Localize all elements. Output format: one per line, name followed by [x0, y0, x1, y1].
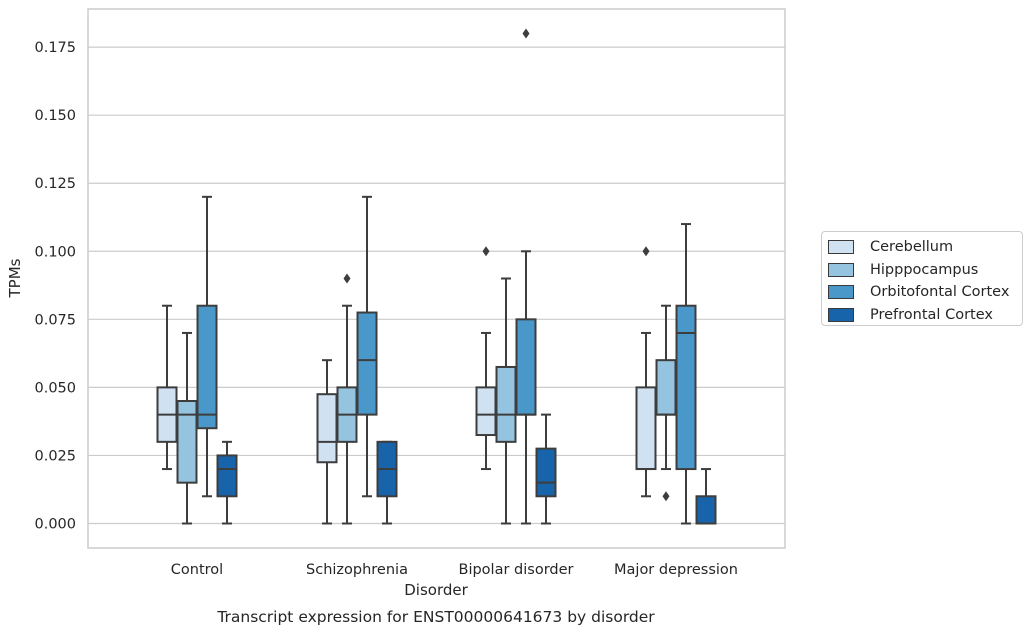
box: [495, 277, 517, 525]
box-iqr: [655, 359, 677, 416]
y-tick-label: 0.050: [34, 380, 76, 396]
box-iqr: [495, 365, 517, 443]
y-tick-label: 0.100: [34, 244, 76, 260]
y-tick-labels: 0.000 0.025 0.050 0.075 0.100 0.125 0.150 0.175: [34, 40, 76, 532]
y-tick-label: 0.125: [34, 176, 76, 192]
legend-swatch: [828, 307, 854, 322]
box-iqr: [695, 495, 717, 525]
legend-label: Cerebellum: [870, 239, 954, 256]
legend-item: Prefrontal Cortex: [828, 304, 1022, 327]
box: [535, 413, 557, 525]
box-iqr: [675, 304, 697, 471]
outlier-point: [662, 491, 670, 502]
x-tick-label: Major depression: [614, 562, 738, 578]
legend-label: Hipppocampus: [870, 261, 979, 278]
outlier-point: [522, 28, 530, 39]
box: [475, 246, 497, 471]
box: [635, 246, 657, 498]
outlier-point: [482, 246, 490, 257]
box: [196, 195, 218, 498]
box-iqr: [216, 454, 238, 498]
legend-item: Hipppocampus: [828, 259, 1022, 282]
box: [156, 304, 178, 471]
box-series-layer: [156, 28, 717, 525]
box: [176, 331, 198, 525]
box: [216, 440, 238, 525]
series-cerebellum: [156, 246, 657, 525]
x-axis-label: Disorder: [404, 581, 468, 599]
box-iqr: [515, 318, 537, 416]
outlier-point: [642, 246, 650, 257]
legend: Cerebellum Hipppocampus Orbitofontal Corte…: [821, 231, 1023, 326]
series-prefrontal-cortex: [216, 413, 717, 525]
box: [336, 273, 358, 525]
box-iqr: [535, 447, 557, 498]
box-iqr: [196, 304, 218, 430]
x-tick-labels: Control Schizophrenia Bipolar disorder Majo…: [171, 562, 738, 578]
box: [316, 359, 338, 525]
legend-item: Orbitofontal Cortex: [828, 281, 1022, 304]
legend-label: Prefrontal Cortex: [870, 306, 993, 323]
box: [695, 468, 717, 525]
x-tick-label: Control: [171, 562, 223, 578]
box: [376, 440, 398, 525]
outlier-point: [343, 273, 351, 284]
box: [515, 28, 537, 525]
y-tick-label: 0.150: [34, 108, 76, 124]
x-tick-label: Bipolar disorder: [459, 562, 574, 578]
y-tick-label: 0.000: [34, 517, 76, 533]
box: [655, 304, 677, 502]
y-tick-label: 0.075: [34, 312, 76, 328]
legend-label: Orbitofontal Cortex: [870, 284, 1010, 301]
box-iqr: [316, 393, 338, 464]
chart-caption: Transcript expression for ENST0000064167…: [216, 608, 655, 626]
y-tick-label: 0.025: [34, 448, 76, 464]
box-iqr: [475, 386, 497, 437]
box-iqr: [176, 400, 198, 484]
series-orbitofontal-cortex: [196, 28, 697, 525]
y-axis-label: TPMs: [6, 258, 24, 298]
plot-area-frame: [87, 8, 786, 549]
x-tick-label: Schizophrenia: [306, 562, 408, 578]
box-iqr: [635, 386, 657, 471]
series-hipppocampus: [176, 273, 677, 525]
legend-swatch: [828, 285, 854, 300]
box-iqr: [356, 311, 378, 416]
box: [675, 223, 697, 525]
legend-swatch: [828, 262, 854, 277]
legend-item: Cerebellum: [828, 236, 1022, 259]
legend-swatch: [828, 240, 854, 255]
box: [356, 195, 378, 498]
y-tick-label: 0.175: [34, 40, 76, 56]
